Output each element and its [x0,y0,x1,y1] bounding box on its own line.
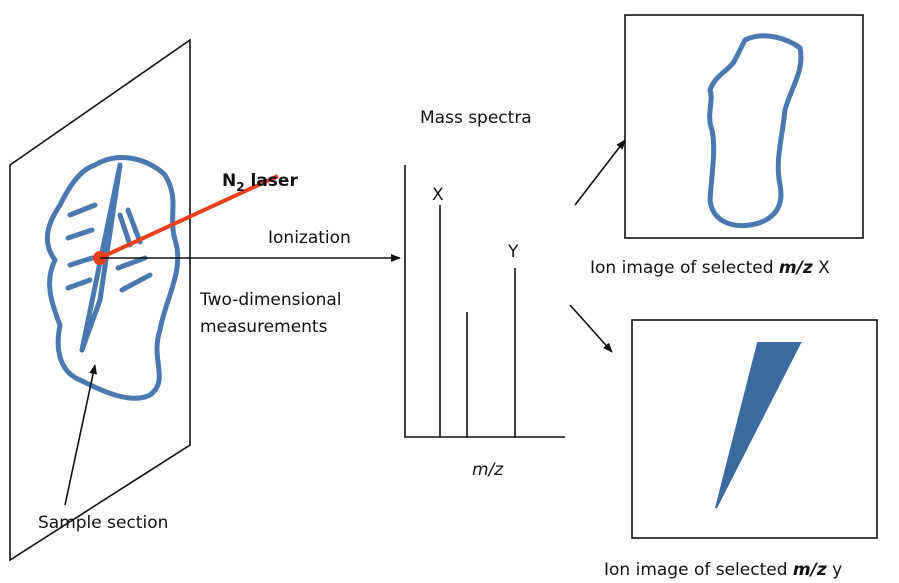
spectrum-peaks [439,205,516,437]
spectrum-axis-label: m/z [472,460,504,480]
caption-mz: m/z [779,258,813,278]
laser-symbol: N [222,171,236,191]
image-arrow [574,139,626,206]
peak-label: Y [507,242,519,262]
sample-outline [44,155,181,401]
ion-image-caption: Ion image of selected m/z y [604,560,842,580]
sample-label: Sample section [38,513,168,533]
measurement-label: measurements [200,317,328,337]
image-arrow [569,304,613,353]
laser-beam [99,174,279,260]
spectrum-axes [404,165,565,438]
sample-arrow [64,364,98,506]
measurement-label: Two-dimensional [199,290,342,310]
sample-plane [9,38,191,562]
ion-image-caption: Ion image of selected m/z X [590,258,830,278]
spectrum-title: Mass spectra [420,108,532,128]
ion-image-frame [624,14,864,239]
caption-ion: y [827,560,842,580]
ion-image-frame [631,319,878,539]
sample-streaks [65,202,153,293]
ion-image-wedge [715,342,802,509]
laser-label: N2 laser [222,171,298,194]
ion-image-outline [707,33,804,229]
caption-prefix: Ion image of selected [590,258,779,278]
caption-prefix: Ion image of selected [604,560,793,580]
caption-mz: m/z [793,560,827,580]
ionization-label: Ionization [268,228,351,248]
laser-text: laser [245,171,299,191]
laser-subscript: 2 [236,180,244,194]
peak-label: X [432,185,444,205]
caption-ion: X [813,258,830,278]
